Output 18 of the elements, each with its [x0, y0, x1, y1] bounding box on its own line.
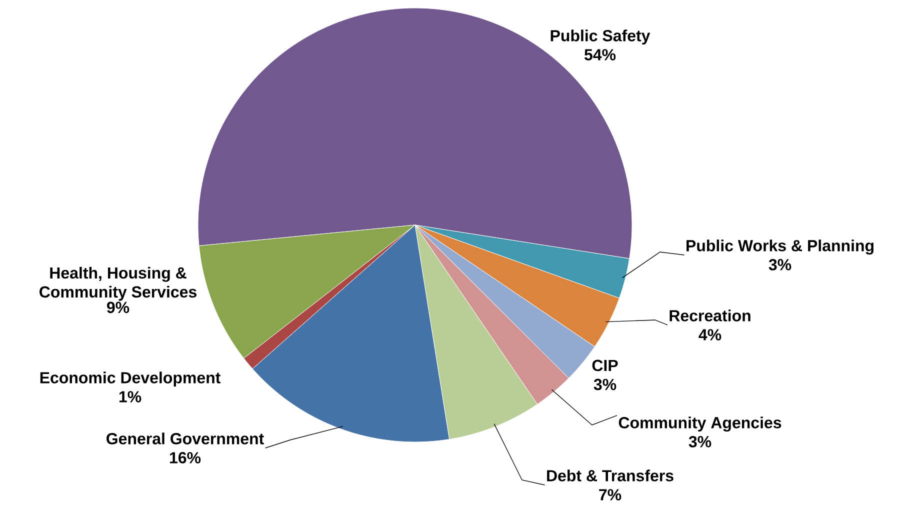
slice-label: Public Safety	[550, 30, 650, 45]
slice-label: Health, Housing & Community Services	[40, 266, 196, 301]
data-label: 9%	[107, 302, 130, 314]
data-label: 54%	[584, 49, 616, 60]
data-label: 3%	[768, 259, 792, 270]
data-label: 3%	[594, 378, 616, 390]
data-label: 1%	[119, 391, 142, 402]
data-label: 3%	[688, 436, 712, 448]
slice-label: CIP	[592, 360, 618, 372]
slice-label: Economic Development	[40, 372, 220, 387]
slice-label: Public Works & Planning	[686, 240, 874, 255]
slice-label: Debt & Transfers	[547, 470, 674, 482]
slice-label: General Government	[106, 432, 264, 444]
data-label: 7%	[599, 489, 622, 500]
data-label: 4%	[698, 329, 722, 340]
slice-label: Community Agencies	[618, 416, 782, 432]
data-label: 16%	[170, 452, 201, 464]
slice-label: Recreation	[670, 310, 750, 322]
